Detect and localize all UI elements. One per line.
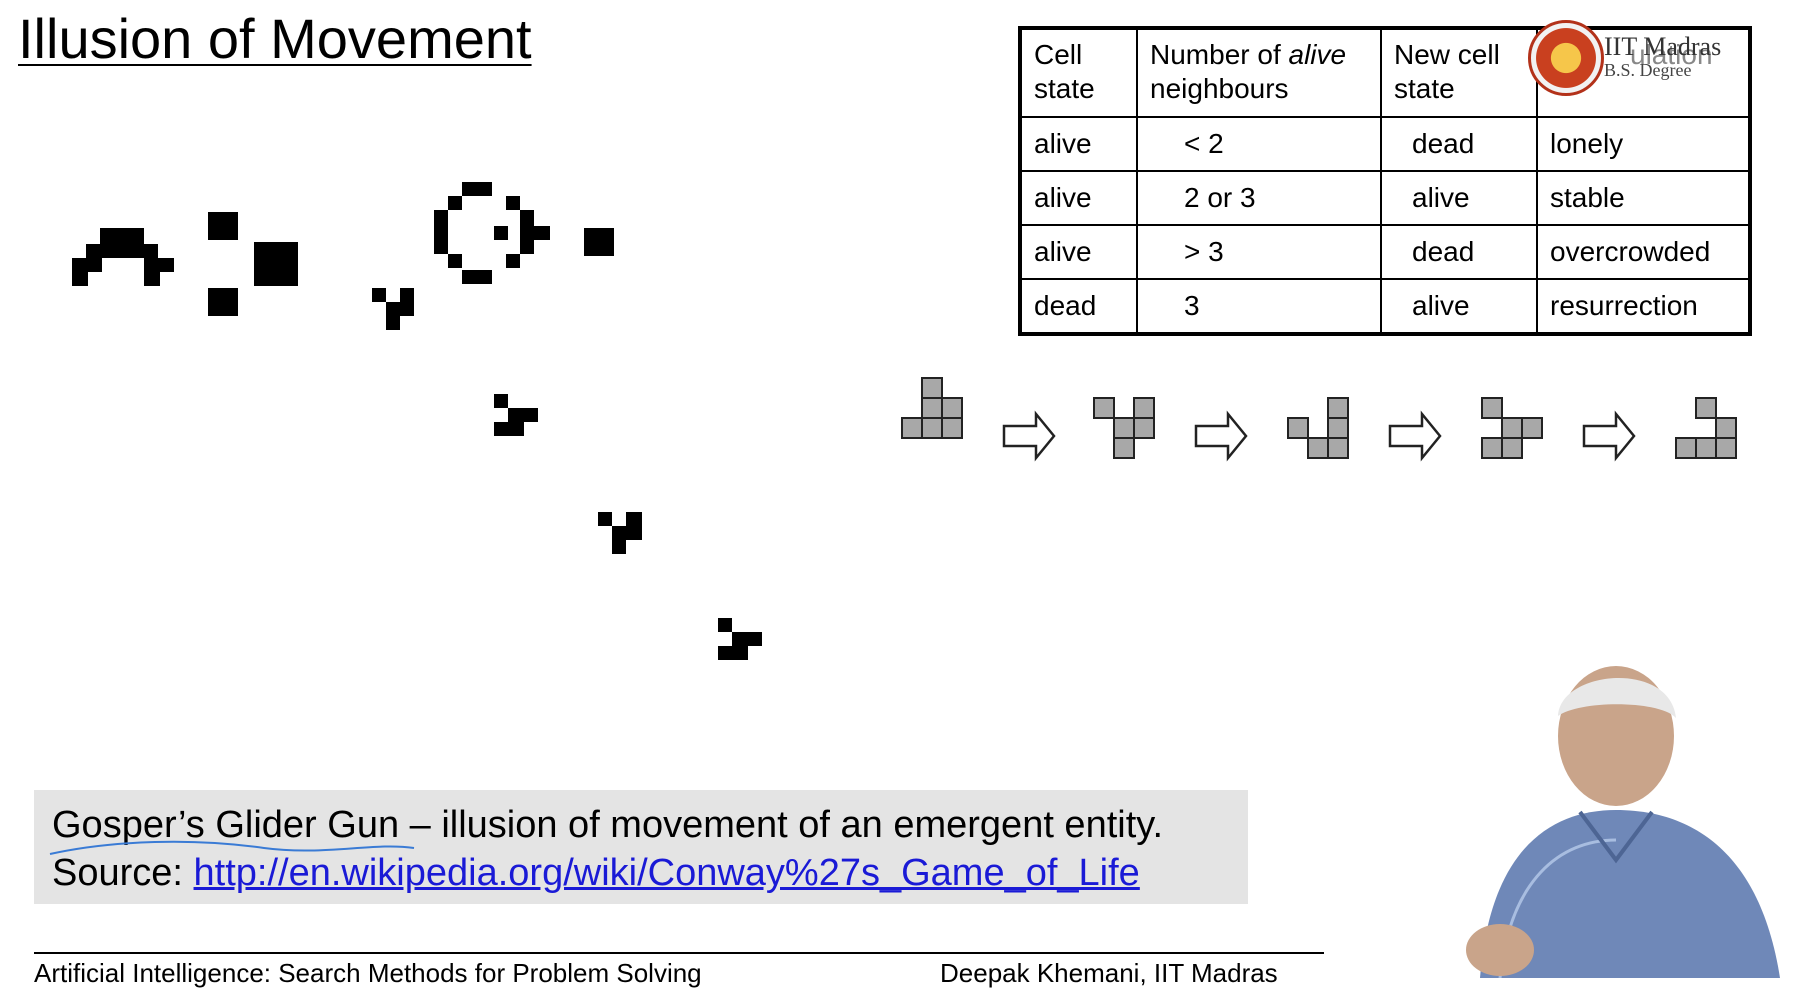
footer-course: Artificial Intelligence: Search Methods … xyxy=(34,958,702,988)
neighbour-count: 2 or 3 xyxy=(1136,169,1382,226)
logo-subtitle: B.S. Degree xyxy=(1604,60,1692,80)
glider-stage-1 xyxy=(901,377,963,439)
glider-stage-4 xyxy=(1481,397,1543,459)
new-state: dead xyxy=(1380,116,1538,172)
header-neighbours: Number of alive neighbours xyxy=(1136,27,1382,118)
neighbour-count: < 2 xyxy=(1136,116,1382,172)
cell-state: dead xyxy=(1019,277,1138,336)
header-new-state: New cell state xyxy=(1380,27,1538,118)
presenter-video xyxy=(1466,666,1780,978)
caption-source: Source: http://en.wikipedia.org/wiki/Con… xyxy=(52,852,1140,895)
source-link[interactable]: http://en.wikipedia.org/wiki/Conway%27s_… xyxy=(193,852,1140,894)
reason: resurrection xyxy=(1536,277,1751,336)
iit-madras-logo: IIT Madras B.S. Degree xyxy=(1528,18,1758,98)
rules-row: dead 3 alive resurrection xyxy=(1019,277,1751,336)
caption-box: Gosper’s Glider Gun – illusion of moveme… xyxy=(34,790,1248,904)
arrow-icon xyxy=(1194,410,1248,462)
caption-text: Gosper’s Glider Gun – illusion of moveme… xyxy=(52,804,1163,846)
glider-stage-5 xyxy=(1675,397,1737,459)
iit-madras-seal-icon xyxy=(1528,20,1604,96)
new-state: alive xyxy=(1380,277,1538,336)
header-cell-state: Cell state xyxy=(1019,27,1138,118)
slide-title: Illusion of Movement xyxy=(18,7,532,70)
new-state: dead xyxy=(1380,223,1538,280)
reason: lonely xyxy=(1536,116,1751,172)
game-of-life-rules-table: Cell state Number of alive neighbours Ne… xyxy=(1018,26,1752,336)
glider-stage-3 xyxy=(1287,397,1349,459)
neighbour-count: > 3 xyxy=(1136,223,1382,280)
cell-state: alive xyxy=(1019,223,1138,280)
reason: overcrowded xyxy=(1536,223,1751,280)
rules-row: alive 2 or 3 alive stable xyxy=(1019,169,1751,226)
footer-author: Deepak Khemani, IIT Madras xyxy=(940,958,1278,988)
neighbour-count: 3 xyxy=(1136,277,1382,336)
arrow-icon xyxy=(1388,410,1442,462)
cell-state: alive xyxy=(1019,169,1138,226)
footer-divider xyxy=(34,952,1324,954)
rules-row: alive > 3 dead overcrowded xyxy=(1019,223,1751,280)
new-state: alive xyxy=(1380,169,1538,226)
arrow-icon xyxy=(1002,410,1056,462)
reason: stable xyxy=(1536,169,1751,226)
glider-gun-cells xyxy=(72,182,762,660)
rules-row: alive < 2 dead lonely xyxy=(1019,116,1751,172)
arrow-icon xyxy=(1582,410,1636,462)
glider-stage-2 xyxy=(1093,397,1155,459)
cell-state: alive xyxy=(1019,116,1138,172)
source-label: Source: xyxy=(52,852,194,894)
logo-name: IIT Madras xyxy=(1604,32,1722,61)
pen-annotation xyxy=(49,840,415,855)
rules-header-row: Cell state Number of alive neighbours Ne… xyxy=(1019,27,1751,118)
